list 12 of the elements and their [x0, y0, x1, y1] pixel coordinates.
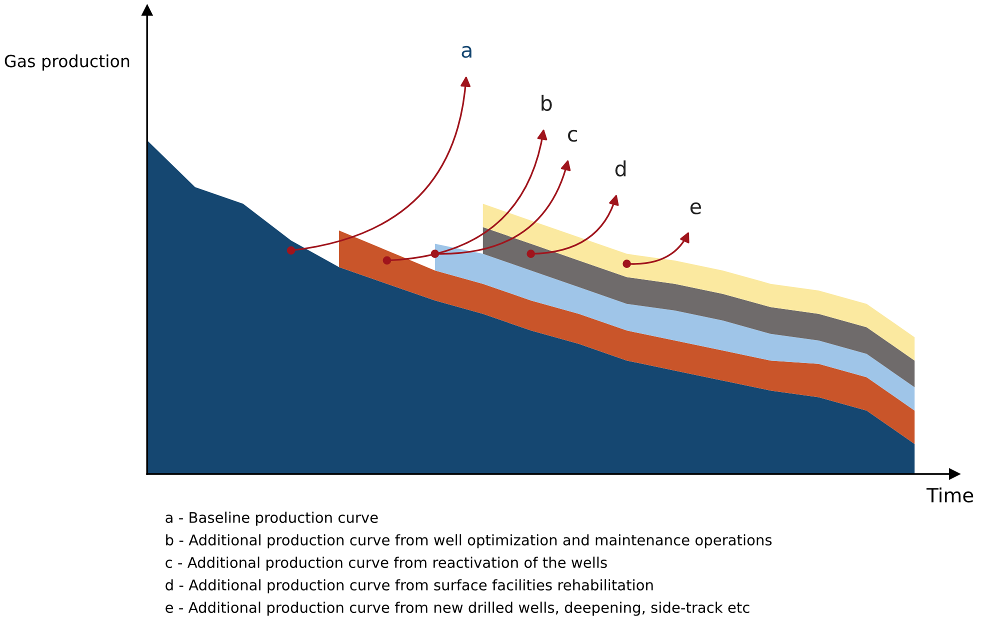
text: b - Additional production curve from well optimization and maintenance operations — [166, 534, 772, 548]
text: b — [542, 94, 552, 111]
text: e — [690, 202, 702, 214]
y-axis-title: Gas production — [4, 54, 130, 71]
text: d — [615, 160, 626, 177]
text: c — [568, 130, 578, 142]
text: e - Additional production curve from new drilled wells, deepening, side-track etc — [166, 602, 750, 616]
text: d - Additional production curve from surface facilities rehabilitation — [166, 579, 653, 594]
text: c - Additional production curve from reactivation of the wells — [166, 556, 607, 571]
x-axis-title: Time — [926, 487, 974, 503]
text: a - Baseline production curve — [166, 512, 378, 526]
text: a — [462, 46, 472, 58]
